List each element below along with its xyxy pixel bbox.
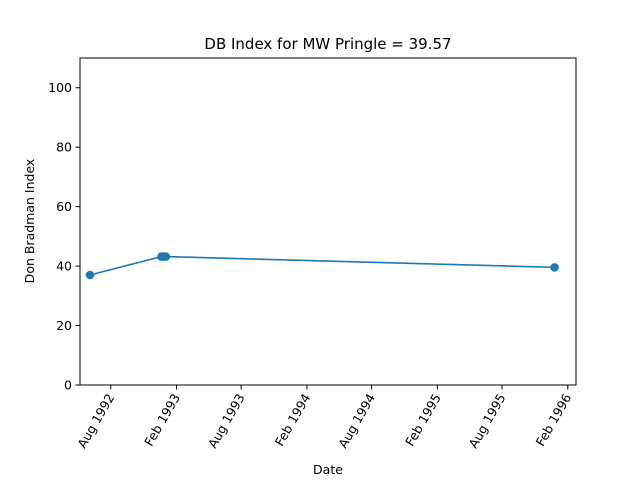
y-axis-label: Don Bradman Index: [22, 159, 37, 284]
x-axis-label: Date: [313, 462, 343, 477]
plot-area: [85, 252, 559, 280]
y-tick-label: 60: [56, 199, 72, 214]
plot-frame: [79, 57, 577, 386]
y-tick-label: 100: [48, 80, 72, 95]
y-tick-label: 40: [56, 259, 72, 274]
data-point: [85, 270, 95, 280]
data-point: [550, 263, 559, 272]
data-point: [161, 252, 171, 261]
y-tick-label: 80: [56, 140, 72, 155]
y-tick-label: 20: [56, 318, 72, 333]
y-tick-label: 0: [64, 378, 72, 393]
y-axis: 0 20 40 60 80 100: [48, 80, 80, 393]
chart-title: DB Index for MW Pringle = 39.57: [204, 35, 451, 53]
